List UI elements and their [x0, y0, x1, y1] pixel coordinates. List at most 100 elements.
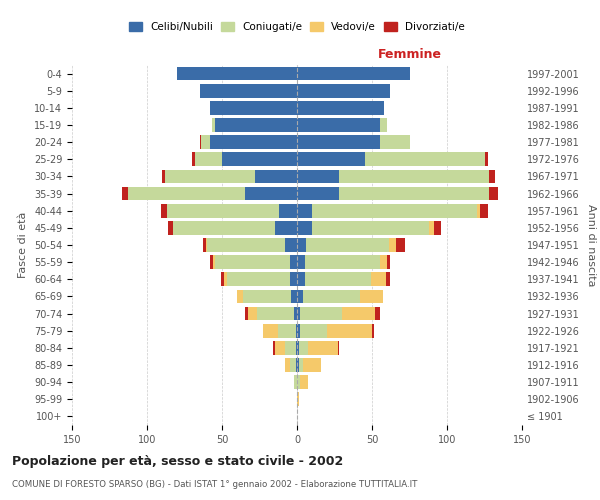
- Bar: [360, 290, 383, 304]
- Bar: [296, 358, 297, 372]
- Bar: [489, 170, 495, 183]
- Bar: [433, 221, 441, 234]
- Bar: [215, 118, 297, 132]
- Bar: [128, 186, 245, 200]
- Bar: [396, 238, 405, 252]
- Bar: [294, 376, 297, 389]
- Bar: [290, 256, 297, 269]
- Bar: [300, 324, 327, 338]
- Bar: [255, 170, 297, 183]
- Bar: [480, 204, 487, 218]
- Bar: [161, 204, 167, 218]
- Bar: [275, 341, 285, 354]
- Bar: [429, 221, 433, 234]
- Bar: [199, 84, 297, 98]
- Bar: [306, 238, 389, 252]
- Bar: [372, 324, 373, 338]
- Bar: [297, 238, 306, 252]
- Bar: [192, 152, 195, 166]
- Bar: [380, 256, 387, 269]
- Bar: [227, 272, 290, 286]
- Bar: [297, 341, 299, 354]
- Bar: [297, 204, 312, 218]
- Text: Femmine: Femmine: [377, 48, 442, 62]
- Bar: [380, 136, 409, 149]
- Bar: [210, 256, 213, 269]
- Bar: [213, 256, 215, 269]
- Bar: [489, 186, 498, 200]
- Text: COMUNE DI FORESTO SPARSO (BG) - Dati ISTAT 1° gennaio 2002 - Elaborazione TUTTIT: COMUNE DI FORESTO SPARSO (BG) - Dati IST…: [12, 480, 418, 489]
- Y-axis label: Anni di nascita: Anni di nascita: [586, 204, 596, 286]
- Bar: [342, 306, 375, 320]
- Bar: [387, 256, 390, 269]
- Bar: [222, 152, 297, 166]
- Bar: [162, 170, 165, 183]
- Bar: [300, 376, 308, 389]
- Bar: [168, 221, 173, 234]
- Bar: [312, 221, 429, 234]
- Bar: [223, 272, 227, 286]
- Bar: [297, 66, 409, 80]
- Bar: [485, 152, 487, 166]
- Bar: [205, 238, 207, 252]
- Bar: [285, 341, 296, 354]
- Bar: [290, 272, 297, 286]
- Bar: [299, 358, 303, 372]
- Bar: [297, 272, 305, 286]
- Bar: [300, 306, 342, 320]
- Text: Popolazione per età, sesso e stato civile - 2002: Popolazione per età, sesso e stato civil…: [12, 455, 343, 468]
- Bar: [337, 341, 339, 354]
- Bar: [121, 186, 128, 200]
- Bar: [210, 101, 297, 114]
- Bar: [291, 290, 297, 304]
- Bar: [297, 118, 380, 132]
- Bar: [290, 358, 296, 372]
- Legend: Celibi/Nubili, Coniugati/e, Vedovi/e, Divorziati/e: Celibi/Nubili, Coniugati/e, Vedovi/e, Di…: [127, 20, 467, 34]
- Bar: [375, 306, 380, 320]
- Bar: [263, 324, 277, 338]
- Bar: [167, 204, 279, 218]
- Bar: [212, 118, 215, 132]
- Bar: [257, 306, 294, 320]
- Bar: [245, 306, 248, 320]
- Bar: [297, 152, 365, 166]
- Bar: [165, 170, 255, 183]
- Bar: [389, 238, 396, 252]
- Bar: [279, 204, 297, 218]
- Bar: [248, 306, 257, 320]
- Bar: [339, 170, 489, 183]
- Bar: [297, 358, 299, 372]
- Bar: [297, 136, 380, 149]
- Bar: [327, 324, 372, 338]
- Bar: [371, 272, 386, 286]
- Bar: [297, 101, 384, 114]
- Bar: [210, 136, 297, 149]
- Bar: [297, 186, 339, 200]
- Bar: [177, 66, 297, 80]
- Bar: [297, 376, 300, 389]
- Bar: [203, 238, 205, 252]
- Bar: [207, 238, 285, 252]
- Bar: [297, 256, 305, 269]
- Bar: [297, 221, 312, 234]
- Bar: [303, 358, 321, 372]
- Bar: [237, 290, 243, 304]
- Bar: [339, 186, 489, 200]
- Bar: [285, 358, 290, 372]
- Bar: [296, 324, 297, 338]
- Bar: [215, 256, 290, 269]
- Bar: [221, 272, 223, 286]
- Bar: [173, 221, 275, 234]
- Bar: [245, 186, 297, 200]
- Bar: [305, 256, 380, 269]
- Bar: [365, 152, 485, 166]
- Bar: [380, 118, 387, 132]
- Bar: [303, 290, 360, 304]
- Bar: [312, 204, 477, 218]
- Y-axis label: Fasce di età: Fasce di età: [19, 212, 28, 278]
- Bar: [294, 306, 297, 320]
- Bar: [273, 341, 275, 354]
- Bar: [297, 290, 303, 304]
- Bar: [305, 272, 371, 286]
- Bar: [299, 341, 308, 354]
